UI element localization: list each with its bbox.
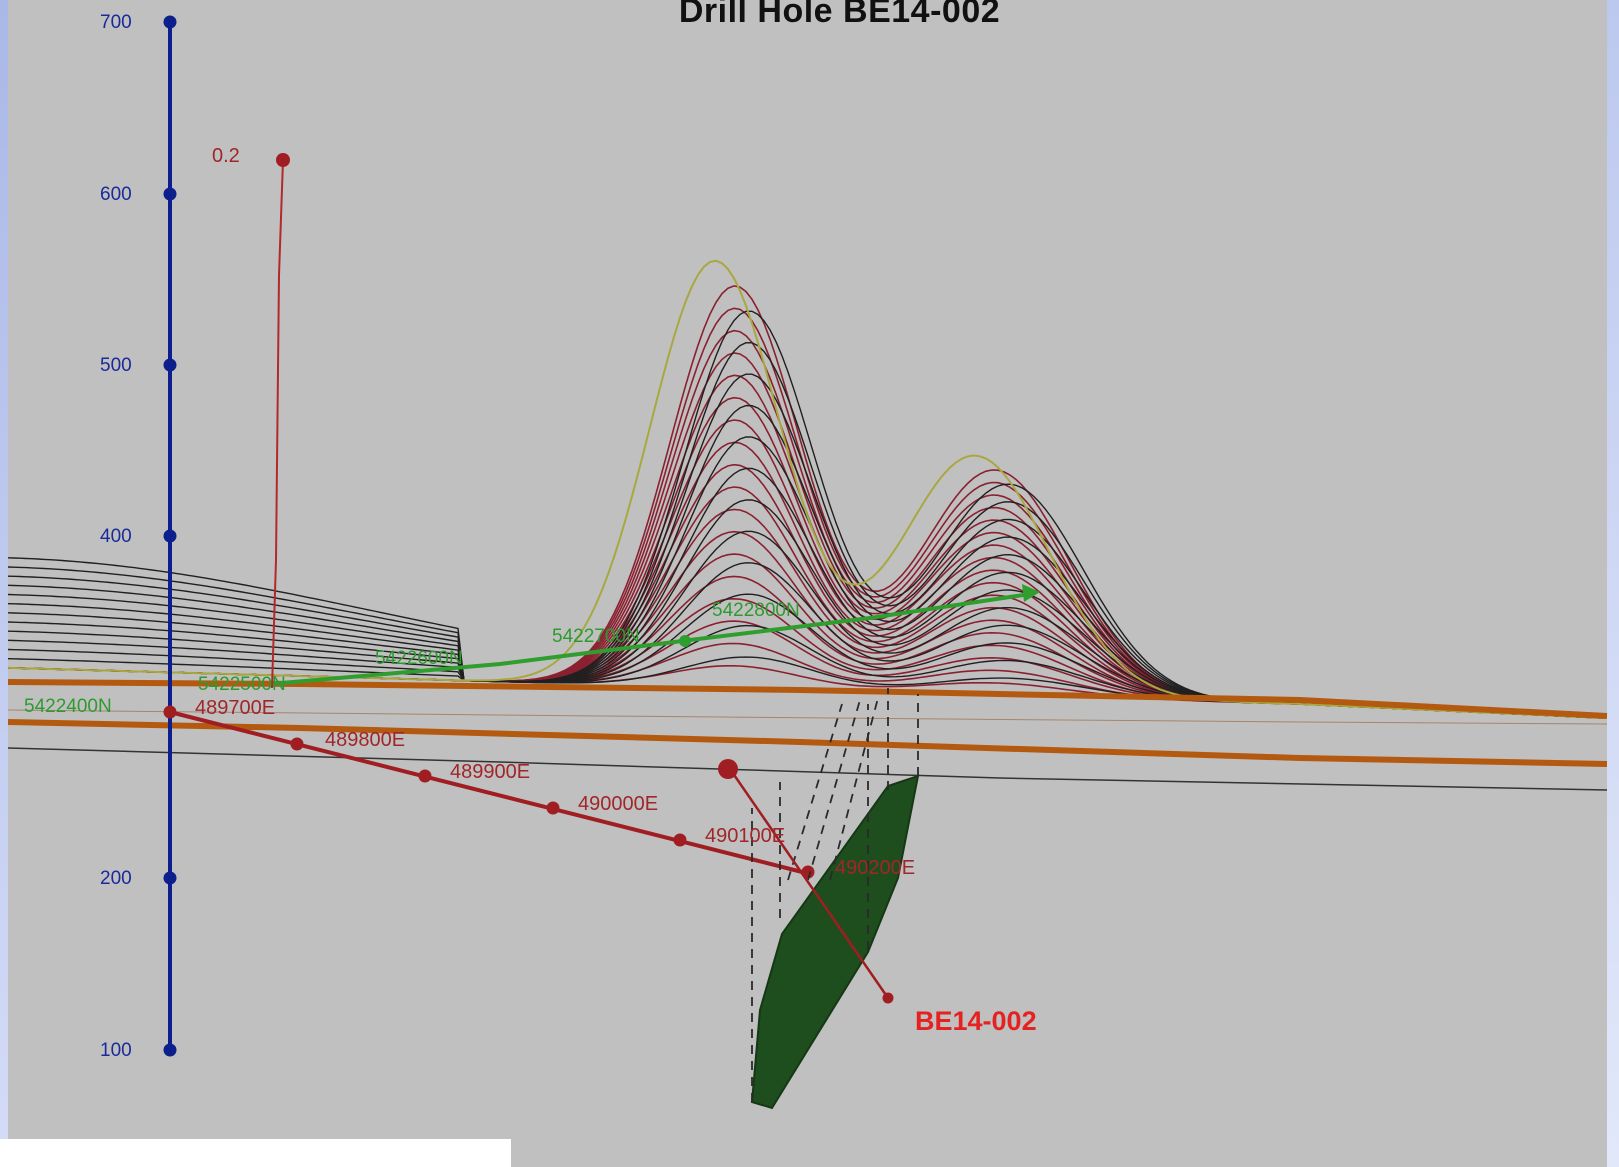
axis-tick-label: 100 [100,1040,132,1061]
axis-tick-label: 200 [100,868,132,889]
axis-tick-label: 700 [100,12,132,33]
contour-line [7,341,1605,719]
traverse-station [163,705,177,719]
axis-tick-label: 400 [100,526,132,547]
traverse-label: 490200E [835,857,915,879]
traverse-line [169,710,811,876]
traverse-label: 489900E [450,761,530,783]
northing-line [269,584,1040,686]
axis-tick-dot [163,187,177,201]
right-border [1607,0,1619,1167]
traverse-station [418,769,432,783]
traverse-station [546,801,560,815]
axis-tick-dot [163,529,177,543]
axis-tick-label: 500 [100,355,132,376]
axis-tick-label: 600 [100,184,132,205]
traverse-label: 489800E [325,729,405,751]
traverse-station [673,833,687,847]
axis-tick-dot [163,15,177,29]
traverse-label: 490000E [578,793,658,815]
left-border [0,0,8,1167]
northing-label: 5422800N [712,600,800,621]
northing-label: 5422400N [24,696,112,717]
bottom-panel [0,1139,511,1167]
northing-label: 5422500N [198,674,286,695]
traverse-label: 490100E [705,825,785,847]
vertical-line-label: 0.2 [212,145,240,167]
axis-tick-dot [163,1043,177,1057]
contour-line [7,259,1605,719]
conductor-body [718,688,920,1110]
traverse-label: 489700E [195,697,275,719]
anomaly-contours [7,259,1605,719]
section-title: Drill Hole BE14-002 [678,0,1001,30]
horizon-bands [7,679,1608,791]
contour-line [7,285,1605,719]
northing-label: 5422700N [552,626,640,647]
traverse-station [290,737,304,751]
axis-tick-dot [163,358,177,372]
drill-hole-label: BE14-002 [915,1006,1037,1036]
axis-tick-dot [163,871,177,885]
vertical-profile-line [271,153,290,689]
northing-label: 5422600N [375,648,463,669]
